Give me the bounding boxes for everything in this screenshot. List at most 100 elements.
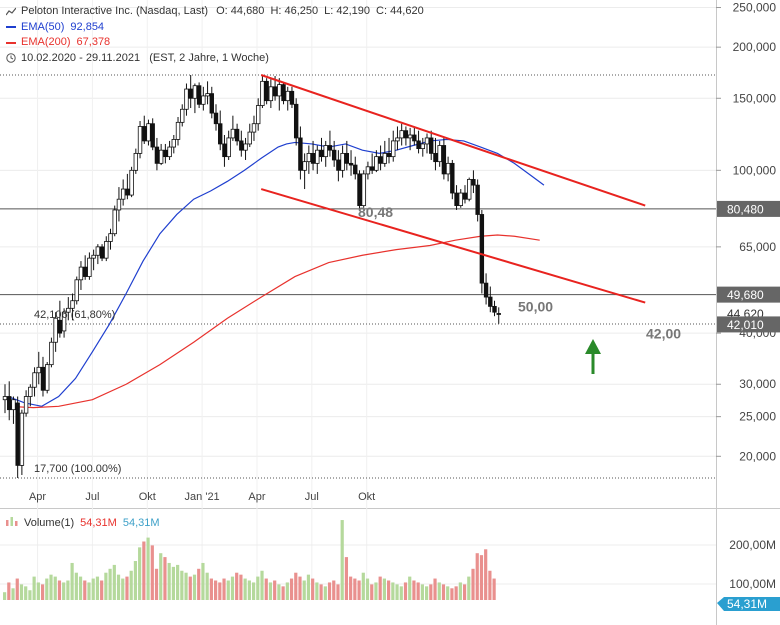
indicator-row: EMA(50) 92,854 [6,20,430,36]
volume-bar [116,574,121,600]
y-tick-label: 20,000 [739,449,776,463]
candle-body [260,80,265,106]
volume-bar [484,549,488,600]
candle-body [327,145,333,151]
ohlc-h: H: 46,250 [270,5,319,17]
volume-bar [492,578,496,600]
volume-bar [154,568,159,600]
x-tick-label: Okt [139,491,156,503]
period-text: 10.02.2020 - 29.11.2021 (EST, 2 Jahre, 1… [21,51,269,64]
volume-bar [28,590,32,600]
volume-bar [218,582,222,600]
volume-bar [188,576,192,600]
x-tick-label: Apr [29,491,46,503]
candle-body [222,143,227,158]
clock-icon [6,53,16,63]
volume-bar [230,576,235,600]
candle-body [175,121,181,140]
volume-tick-label: 200,00M [729,538,776,552]
volume-bar [437,582,441,600]
candle-body [23,396,29,414]
candle-body [353,164,358,175]
volume-bar [378,576,382,600]
volume-bar [104,572,108,600]
volume-bar [399,586,403,600]
volume-bar [315,582,319,600]
volume-bar [49,574,53,600]
ohlc-c: C: 44,620 [376,5,424,17]
arrow-head [585,339,601,354]
volume-bar [159,553,163,600]
ohlc-values: O: 44,680 H: 46,250 L: 42,190 C: 44,620 [216,4,430,20]
candle-body [289,90,295,105]
candle-body [78,266,84,281]
candle-body [137,126,143,154]
volume-bar [100,580,104,600]
indicator-row: EMA(200) 67,378 [6,35,430,51]
annotation-label: 50,00 [518,298,553,314]
volume-bar [146,537,150,600]
candle-body [386,152,392,158]
volume-bar [336,584,340,600]
volume-bar [319,584,323,600]
candle-body [11,399,16,411]
volume-bar [45,578,49,600]
candle-body [28,386,33,397]
volume-bar [19,584,24,600]
indicator-label: EMA(50) [21,20,65,33]
volume-bar [353,578,357,600]
x-tick-label: Jan '21 [185,491,220,503]
price-tag-label: 49,680 [727,288,764,302]
candle-body [277,84,282,97]
candle-body [471,179,476,186]
candle-body [441,145,447,175]
volume-bar [412,580,416,600]
candle-body [95,246,101,256]
volume-bar [323,586,327,600]
y-tick-label: 100,000 [733,163,777,177]
candle-body [150,123,155,148]
candle-body [19,412,25,466]
volume-bar [163,557,167,600]
volume-bar [87,582,91,600]
ohlc-o: O: 44,680 [216,5,265,17]
candle-body [310,152,316,164]
volume-bar [226,580,230,600]
volume-bar [475,553,479,600]
candle-body [462,192,468,200]
volume-bar [251,582,256,600]
volume-bar [395,584,399,600]
candle-body [357,173,362,206]
volume-bar [66,580,70,600]
volume-bar [235,572,239,600]
candle-body [209,93,214,114]
candle-body [268,86,274,102]
candle-body [281,84,286,102]
candle-body [488,296,493,307]
volume-bar [408,576,412,600]
x-axis: Apr Jul Okt Jan '21 Apr Jul Okt [29,491,375,503]
volume-bar [150,545,154,600]
volume-bar [108,568,112,600]
candle-body [492,305,497,313]
candle-body [7,396,12,411]
indicator-label: EMA(200) [21,36,71,48]
volume-bar [83,580,87,600]
volume-bar [349,576,353,600]
volume-bar [391,582,395,600]
trend-line-lower [260,188,646,304]
volume-bar [479,555,484,600]
line-swatch-icon [6,38,16,48]
volume-bar [403,582,408,600]
candle-body [454,192,459,206]
volume-bar [201,562,205,600]
volume-bar [382,578,386,600]
volume-value-up: 54,31M [122,516,160,529]
volume-bar [289,578,294,600]
volume-value-down: 54,31M [80,516,117,529]
candle-body [201,95,206,105]
candle-body [369,166,375,171]
candle-body [112,209,117,235]
candle-body [399,130,404,139]
